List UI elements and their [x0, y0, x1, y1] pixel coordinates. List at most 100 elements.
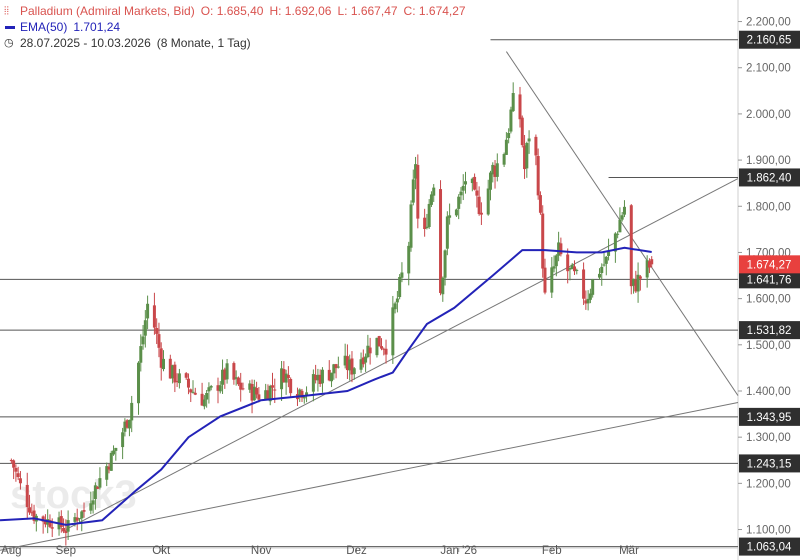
candle-body — [620, 215, 624, 220]
y-tick-label: 1.300,00 — [746, 432, 791, 444]
candle — [305, 386, 309, 403]
y-tick-label: 1.500,00 — [746, 340, 791, 352]
candle-body — [504, 139, 508, 155]
candle-body — [411, 179, 415, 203]
candle — [152, 292, 156, 335]
candle — [75, 508, 79, 531]
candle — [348, 354, 352, 381]
candle-body — [146, 303, 150, 319]
candle-body — [280, 368, 284, 390]
candle-body — [409, 204, 413, 248]
candle — [270, 372, 274, 399]
candle-body — [432, 187, 436, 196]
candle-body — [607, 250, 611, 256]
candle-body — [616, 233, 620, 235]
candle — [384, 339, 388, 364]
candle — [491, 162, 495, 183]
x-tick-label: Dez — [346, 545, 367, 557]
y-tick-label: 1.600,00 — [746, 294, 791, 306]
candle — [236, 376, 240, 387]
candle — [602, 252, 606, 267]
candle — [127, 419, 131, 437]
candle-body — [523, 145, 527, 170]
candle-body — [270, 385, 274, 388]
candle — [25, 472, 29, 520]
candle — [232, 361, 236, 385]
candle-body — [582, 269, 586, 299]
candle-body — [334, 364, 338, 369]
candle-body — [441, 277, 445, 295]
candle-body — [414, 164, 418, 179]
candle-body — [427, 203, 431, 227]
candle-body — [316, 374, 320, 381]
candle — [622, 200, 626, 218]
candle-body — [80, 511, 84, 519]
candle — [575, 268, 579, 275]
candle — [327, 360, 331, 382]
candle-body — [143, 320, 147, 336]
candle — [137, 361, 141, 415]
candle-body — [425, 226, 429, 228]
candle-body — [171, 365, 175, 379]
candle-body — [509, 109, 513, 132]
candle — [28, 494, 32, 515]
candle-body — [155, 328, 159, 334]
level-label: 1.063,04 — [747, 542, 792, 554]
candle — [250, 379, 254, 414]
candle — [375, 337, 379, 358]
candle-body — [629, 205, 633, 287]
candle — [159, 342, 163, 381]
candle — [161, 350, 165, 372]
current-price-label: 1.674,27 — [747, 259, 792, 271]
candle-body — [82, 510, 86, 512]
candle — [286, 366, 290, 388]
candle-body — [343, 355, 347, 366]
candle-body — [255, 388, 259, 395]
candle-body — [168, 358, 172, 379]
candle — [332, 363, 336, 380]
candle-body — [152, 305, 156, 328]
candle — [320, 367, 324, 393]
candle — [298, 388, 302, 403]
candle-body — [395, 298, 399, 303]
candle — [536, 148, 540, 200]
candle — [130, 395, 134, 433]
ema-swatch-icon — [5, 25, 15, 29]
candle-body — [586, 298, 590, 304]
candle-body — [348, 359, 352, 371]
close-value: C: 1.674,27 — [403, 4, 466, 18]
candle — [495, 153, 499, 182]
candle-body — [507, 132, 511, 139]
candle-body — [393, 303, 397, 310]
clock-icon: ◷ — [4, 37, 14, 49]
candle-body — [175, 380, 179, 382]
legend-range-row: ◷ 28.07.2025 - 10.03.2026 (8 Monate, 1 T… — [4, 35, 466, 51]
candle-body — [364, 356, 368, 363]
candle — [143, 310, 147, 348]
level-label: 1.862,40 — [747, 172, 792, 184]
candle — [248, 380, 252, 393]
candle — [427, 199, 431, 229]
candle — [588, 288, 592, 304]
candle-body — [130, 402, 134, 421]
candle-body — [407, 245, 411, 274]
open-value: O: 1.685,40 — [200, 4, 264, 18]
candle — [445, 211, 449, 256]
candle — [264, 383, 268, 401]
candle — [336, 356, 340, 369]
candle — [443, 249, 447, 286]
candle-body — [200, 393, 204, 406]
candle — [391, 295, 395, 364]
level-label: 1.641,76 — [747, 274, 792, 286]
candle-body — [298, 389, 302, 398]
candle — [141, 324, 145, 350]
candle — [157, 322, 161, 358]
candle — [432, 184, 436, 202]
candle-body — [50, 527, 54, 529]
candle — [189, 388, 193, 403]
candle-body — [318, 374, 322, 385]
candle-body — [511, 93, 515, 112]
candle-body — [461, 185, 465, 191]
candle — [314, 364, 318, 384]
